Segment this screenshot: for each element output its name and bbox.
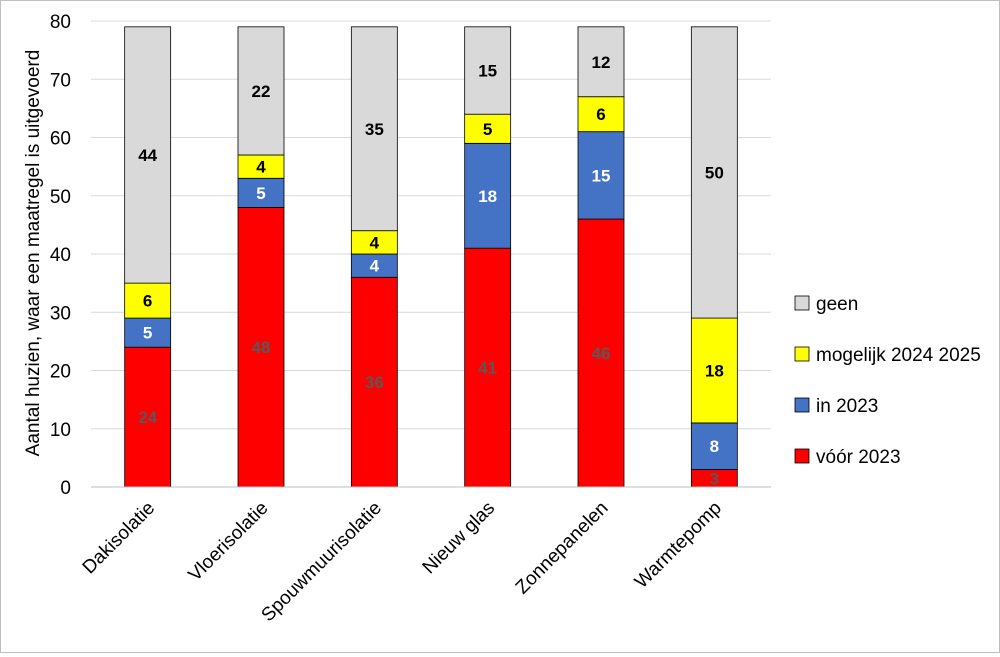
y-tick-label: 30 (50, 303, 71, 324)
data-label: 6 (143, 292, 152, 311)
data-label: 3 (710, 469, 719, 488)
bar-segment (577, 131, 625, 220)
x-tick-label: Spouwmuurisolatie (258, 498, 386, 626)
data-label: 8 (710, 437, 719, 456)
data-label: 15 (592, 166, 611, 185)
bar-segment (237, 26, 285, 156)
y-tick-label: 80 (50, 12, 71, 33)
legend-swatch (794, 397, 810, 413)
legend-label: in 2023 (816, 396, 878, 417)
data-label: 18 (705, 362, 724, 381)
bar-segment (690, 26, 738, 319)
y-tick-label: 10 (50, 420, 71, 441)
y-tick-label: 0 (60, 478, 71, 499)
bar-segment (577, 218, 625, 488)
data-label: 41 (478, 359, 497, 378)
x-tick-label: Vloerisolatie (185, 498, 273, 586)
data-label: 5 (483, 120, 492, 139)
y-tick-label: 60 (50, 129, 71, 150)
data-label: 36 (365, 373, 384, 392)
legend-label: geen (816, 294, 858, 315)
data-label: 4 (256, 158, 266, 177)
data-label: 50 (705, 163, 724, 182)
gridlines (91, 20, 771, 430)
bar-segment (690, 422, 738, 470)
bar-segment (350, 276, 398, 488)
data-label: 4 (370, 233, 380, 252)
x-tick-label: Nieuw glas (419, 498, 500, 579)
y-axis-label: Aantal huzien, waar een maatregel is uit… (23, 50, 44, 457)
legend-swatch (794, 295, 810, 311)
legend: geen mogelijk 2024 2025 in 2023 vóór 2023 (794, 294, 981, 468)
bar-segment (464, 113, 512, 144)
bar-segment (464, 26, 512, 115)
bar-segment (124, 282, 172, 319)
data-label: 12 (592, 53, 611, 72)
data-label: 15 (478, 62, 497, 81)
bar-segment (690, 317, 738, 424)
data-label: 22 (252, 82, 271, 101)
data-label: 48 (252, 338, 271, 357)
data-label: 24 (138, 408, 157, 427)
y-tick-label: 40 (50, 245, 71, 266)
y-tick-label: 20 (50, 362, 71, 383)
y-axis-tick-labels: 0 10 20 30 40 50 60 70 80 (50, 12, 71, 499)
bar-segment (124, 346, 172, 488)
bar-segment (124, 317, 172, 348)
x-axis-tick-labels: Dakisolatie VloerisolatieSpouwmuurisolati… (79, 498, 726, 626)
y-tick-label: 70 (50, 70, 71, 91)
legend-label: vóór 2023 (816, 447, 901, 468)
bar-segment (350, 26, 398, 232)
data-label: 4 (370, 257, 380, 276)
data-label: 5 (143, 324, 152, 343)
bar-segment (577, 26, 625, 98)
x-tick-label: Zonnepanelen (512, 498, 613, 599)
data-label: 44 (138, 146, 157, 165)
data-label: 35 (365, 120, 384, 139)
bar-segment (124, 26, 172, 284)
x-tick-label: Warmtepomp (631, 498, 726, 593)
bar-segment (237, 206, 285, 488)
legend-label: mogelijk 2024 2025 (816, 345, 981, 366)
y-tick-label: 50 (50, 187, 71, 208)
data-label: 18 (478, 187, 497, 206)
data-label: 5 (256, 184, 265, 203)
data-label: 46 (592, 344, 611, 363)
legend-swatch (794, 448, 810, 464)
bar-segment (577, 96, 625, 133)
x-tick-label: Dakisolatie (79, 498, 160, 579)
legend-swatch (794, 346, 810, 362)
data-label: 6 (596, 105, 605, 124)
